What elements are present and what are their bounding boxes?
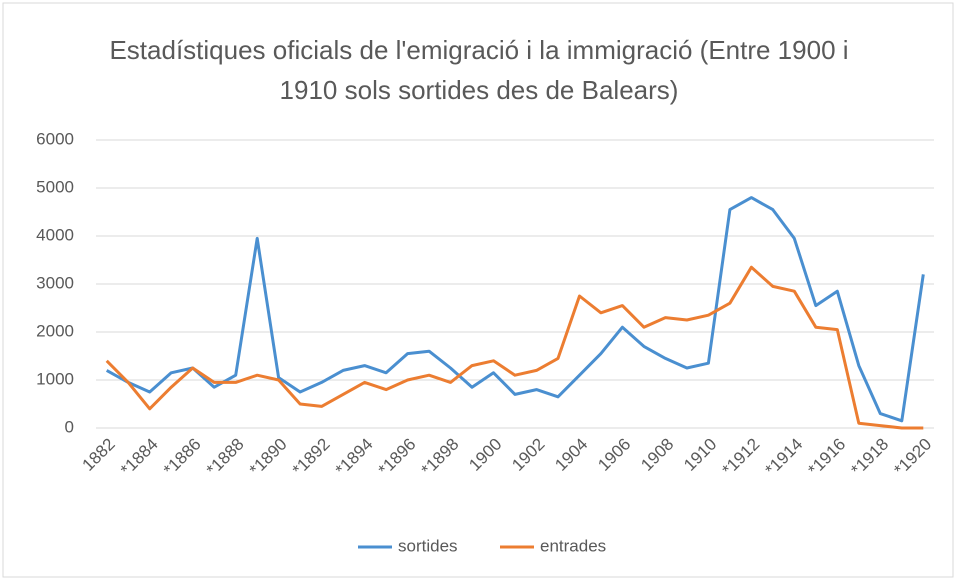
x-tick-label: 1910 bbox=[680, 435, 720, 475]
y-tick-label: 2000 bbox=[36, 321, 74, 340]
x-tick-label: 1904 bbox=[551, 435, 591, 475]
x-tick-label: *1920 bbox=[890, 435, 935, 480]
x-tick-label: 1908 bbox=[637, 435, 677, 475]
y-tick-label: 5000 bbox=[36, 177, 74, 196]
y-tick-label: 0 bbox=[65, 417, 74, 436]
y-tick-label: 3000 bbox=[36, 273, 74, 292]
y-tick-label: 6000 bbox=[36, 129, 74, 148]
x-tick-label: *1888 bbox=[203, 435, 248, 480]
series-line bbox=[105, 265, 924, 430]
x-tick-label: 1902 bbox=[508, 435, 548, 475]
x-tick-label: *1894 bbox=[332, 435, 377, 480]
x-tick-label: *1886 bbox=[160, 435, 205, 480]
legend-label: entrades bbox=[540, 536, 606, 555]
x-tick-label: 1882 bbox=[79, 435, 119, 475]
y-tick-label: 4000 bbox=[36, 225, 74, 244]
x-tick-label: 1900 bbox=[465, 435, 505, 475]
x-tick-label: 1906 bbox=[594, 435, 634, 475]
x-tick-label: *1914 bbox=[761, 435, 806, 480]
series-line bbox=[105, 196, 925, 423]
y-tick-label: 1000 bbox=[36, 369, 74, 388]
x-tick-label: *1892 bbox=[289, 435, 334, 480]
x-tick-label: *1898 bbox=[418, 435, 463, 480]
x-tick-label: *1890 bbox=[246, 435, 291, 480]
x-tick-label: *1918 bbox=[847, 435, 892, 480]
x-tick-label: *1884 bbox=[117, 435, 162, 480]
x-tick-label: *1912 bbox=[719, 435, 764, 480]
legend-label: sortides bbox=[398, 536, 458, 555]
chart-title: Estadístiques oficials de l'emigració i … bbox=[109, 35, 849, 105]
x-tick-label: *1916 bbox=[804, 435, 849, 480]
x-tick-label: *1896 bbox=[375, 435, 420, 480]
